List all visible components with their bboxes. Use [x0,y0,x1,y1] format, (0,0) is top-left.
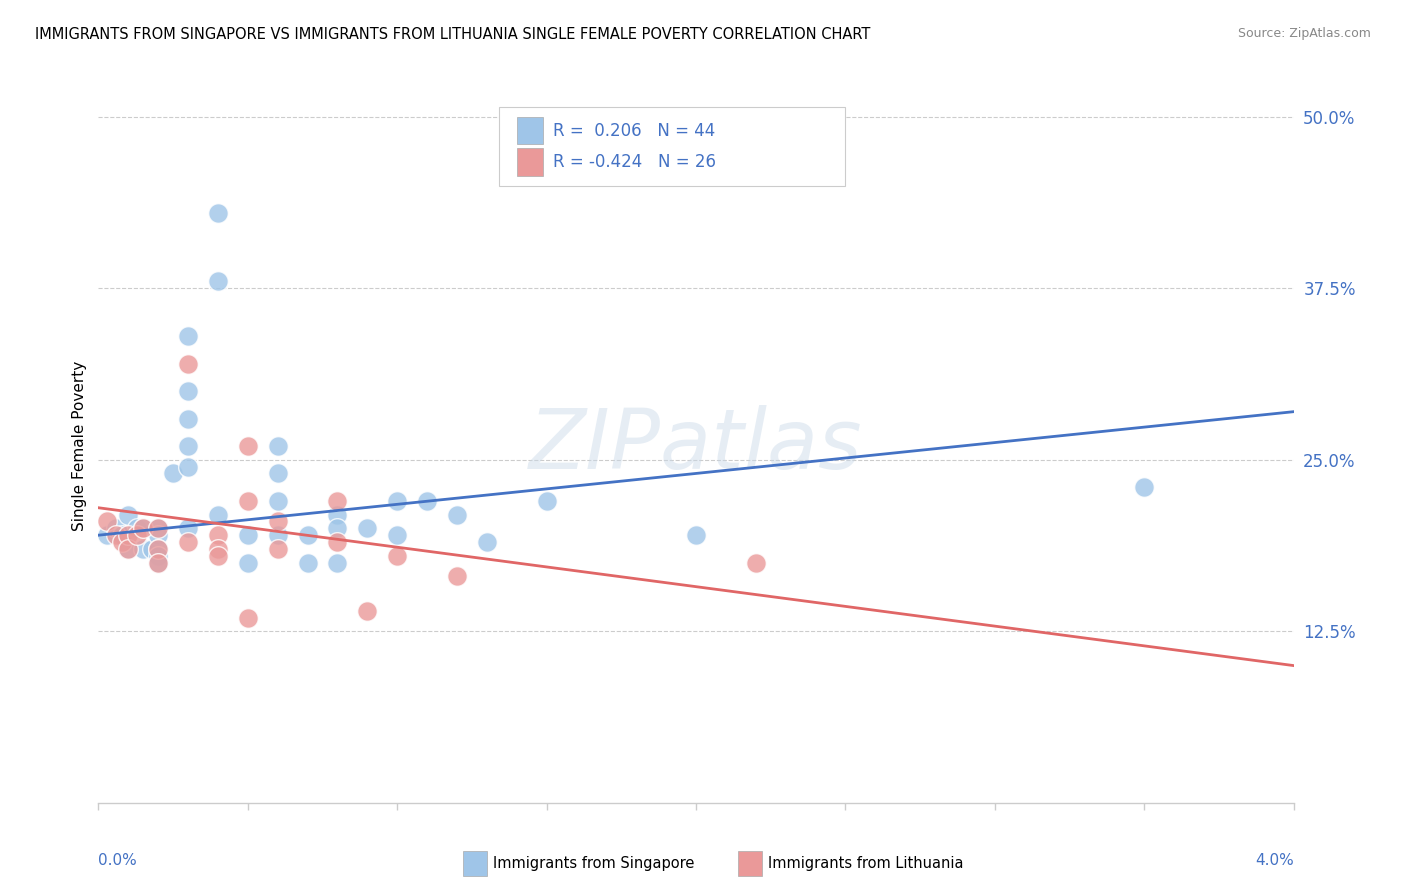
Point [536,494,558,508]
Point [267,541,290,556]
Text: 4.0%: 4.0% [1254,853,1294,868]
Point [177,439,200,453]
Point [475,535,498,549]
Point [148,556,170,570]
Point [326,535,349,549]
Point [127,528,149,542]
Point [236,528,259,542]
Point [326,556,349,570]
Point [207,528,229,542]
Point [117,541,139,556]
Text: R =  0.206   N = 44: R = 0.206 N = 44 [553,121,714,139]
Point [685,528,707,542]
Point [236,556,259,570]
Point [1133,480,1156,494]
Point [267,528,290,542]
Point [141,541,163,556]
Point [356,604,378,618]
FancyBboxPatch shape [463,851,486,876]
Point [148,541,170,556]
Point [177,521,200,535]
Point [267,467,290,481]
Text: ZIPatlas: ZIPatlas [529,406,863,486]
Point [148,521,170,535]
FancyBboxPatch shape [499,107,845,186]
Point [267,494,290,508]
Point [177,459,200,474]
Point [127,521,149,535]
Point [267,439,290,453]
Point [416,494,439,508]
Point [117,508,139,522]
Point [162,467,184,481]
Point [267,515,290,529]
Text: IMMIGRANTS FROM SINGAPORE VS IMMIGRANTS FROM LITHUANIA SINGLE FEMALE POVERTY COR: IMMIGRANTS FROM SINGAPORE VS IMMIGRANTS … [35,27,870,42]
Point [207,508,229,522]
Point [326,494,349,508]
Point [385,494,409,508]
Point [177,357,200,371]
Text: R = -0.424   N = 26: R = -0.424 N = 26 [553,153,716,171]
Point [177,411,200,425]
Point [356,521,378,535]
Point [297,528,319,542]
Point [177,535,200,549]
FancyBboxPatch shape [738,851,762,876]
Point [111,528,134,542]
Point [326,508,349,522]
Y-axis label: Single Female Poverty: Single Female Poverty [72,361,87,531]
Point [177,384,200,398]
Point [111,535,134,549]
Point [297,556,319,570]
Point [148,541,170,556]
Point [446,569,468,583]
Point [446,508,468,522]
Point [148,556,170,570]
Point [236,494,259,508]
Point [385,528,409,542]
Point [105,528,128,542]
Point [326,521,349,535]
Point [207,205,229,219]
Text: Immigrants from Singapore: Immigrants from Singapore [494,856,695,871]
Point [148,549,170,563]
Point [148,528,170,542]
Point [177,329,200,343]
FancyBboxPatch shape [517,148,543,176]
Point [117,528,139,542]
Point [745,556,768,570]
Point [96,528,118,542]
Point [132,521,155,535]
FancyBboxPatch shape [517,117,543,145]
Point [385,549,409,563]
Point [148,521,170,535]
Point [207,549,229,563]
Text: Immigrants from Lithuania: Immigrants from Lithuania [768,856,963,871]
Point [236,439,259,453]
Point [236,610,259,624]
Point [207,274,229,288]
Point [96,515,118,529]
Text: Source: ZipAtlas.com: Source: ZipAtlas.com [1237,27,1371,40]
Point [132,541,155,556]
Point [117,541,139,556]
Text: 0.0%: 0.0% [98,853,138,868]
Point [207,541,229,556]
Point [132,521,155,535]
Point [105,521,128,535]
